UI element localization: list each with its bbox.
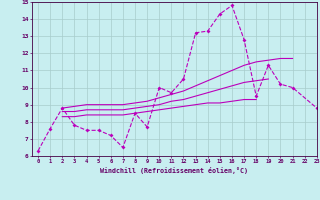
X-axis label: Windchill (Refroidissement éolien,°C): Windchill (Refroidissement éolien,°C) xyxy=(100,167,248,174)
